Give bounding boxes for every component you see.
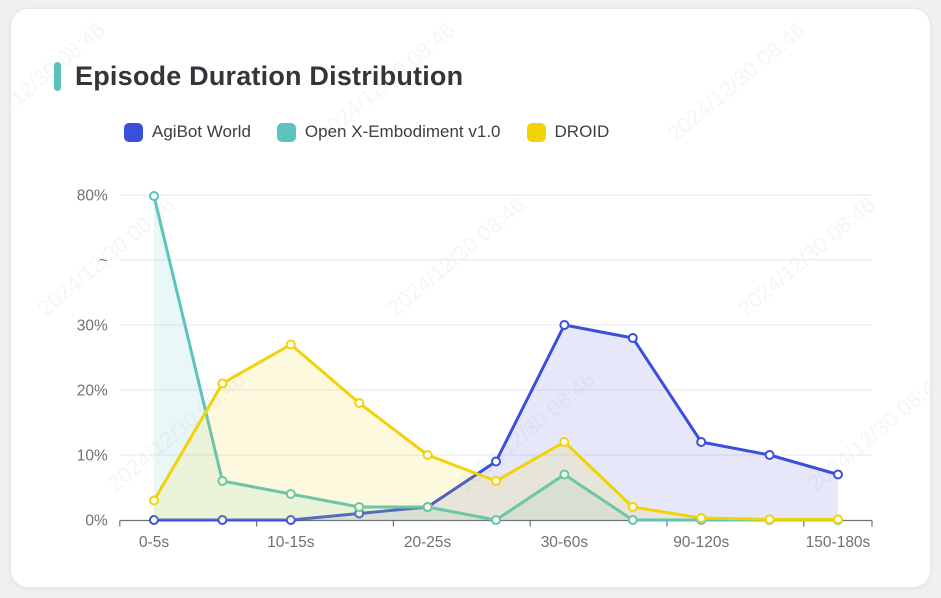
legend-item-agibot-world[interactable]: AgiBot World — [124, 122, 251, 142]
svg-text:0-5s: 0-5s — [139, 534, 169, 551]
svg-text:20-25s: 20-25s — [404, 534, 452, 551]
svg-text:30%: 30% — [77, 318, 108, 335]
svg-text:20%: 20% — [77, 383, 108, 400]
legend-swatch-droid — [526, 122, 546, 142]
page-title: Episode Duration Distribution — [75, 61, 464, 91]
legend-item-open-x-embodiment[interactable]: Open X-Embodiment v1.0 — [276, 122, 501, 142]
svg-text:~: ~ — [99, 253, 108, 270]
chart-legend: AgiBot World Open X-Embodiment v1.0 DROI… — [124, 122, 609, 142]
svg-text:90-120s: 90-120s — [673, 534, 729, 551]
legend-swatch-open-x-embodiment — [276, 122, 296, 142]
legend-label: Open X-Embodiment v1.0 — [304, 122, 501, 141]
legend-item-droid[interactable]: DROID — [526, 122, 610, 142]
svg-text:80%: 80% — [77, 188, 108, 205]
legend-swatch-agibot-world — [124, 122, 143, 142]
svg-text:30-60s: 30-60s — [541, 534, 589, 551]
chart-canvas[interactable]: 0% 10% 20% 30% ~80% 0-5s 10-15s 20-25s 30-60s 90-… — [11, 9, 930, 587]
svg-text:10%: 10% — [77, 448, 108, 465]
legend-label: AgiBot World — [152, 122, 251, 141]
card-header: Episode Duration Distribution — [54, 61, 463, 92]
svg-text:150-180s: 150-180s — [806, 534, 871, 551]
chart-card: 2024/12/30 08:462024/12/30 08:462024/12/… — [10, 8, 931, 588]
title-accent-bar — [54, 62, 61, 91]
svg-text:0%: 0% — [85, 513, 108, 530]
legend-label: DROID — [554, 122, 610, 141]
svg-text:10-15s: 10-15s — [267, 534, 315, 551]
